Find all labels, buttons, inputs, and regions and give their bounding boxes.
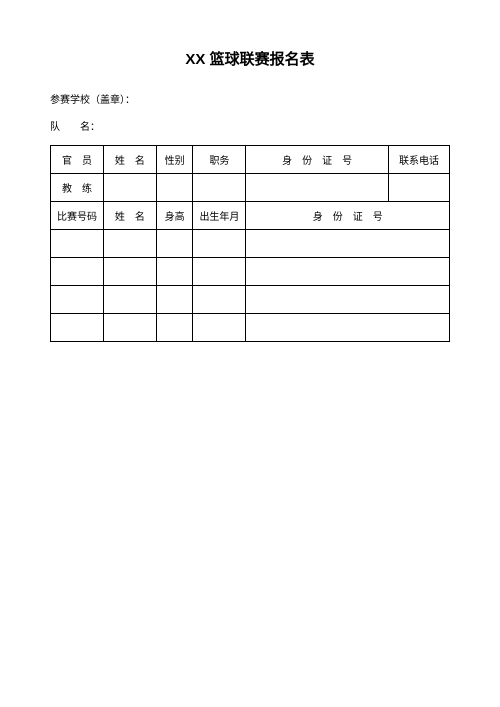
cell (51, 286, 104, 314)
cell (51, 314, 104, 342)
cell (246, 230, 450, 258)
table-row: 比赛号码 姓 名 身高 出生年月 身 份 证 号 (51, 202, 450, 230)
cell-height: 身高 (156, 202, 193, 230)
page-title: XX 篮球联赛报名表 (50, 48, 450, 69)
cell (103, 286, 156, 314)
cell-jersey: 比赛号码 (51, 202, 104, 230)
cell-name-h1: 姓 名 (103, 146, 156, 174)
cell (193, 174, 246, 202)
cell (103, 174, 156, 202)
cell (246, 286, 450, 314)
cell-official: 官 员 (51, 146, 104, 174)
cell-gender: 性别 (156, 146, 193, 174)
cell (156, 258, 193, 286)
cell (156, 230, 193, 258)
cell (388, 174, 449, 202)
cell-phone: 联系电话 (388, 146, 449, 174)
cell-id-h2: 身 份 证 号 (246, 202, 450, 230)
cell (246, 314, 450, 342)
cell (246, 258, 450, 286)
cell (193, 314, 246, 342)
cell-id-h1: 身 份 证 号 (246, 146, 389, 174)
cell (103, 314, 156, 342)
cell (193, 230, 246, 258)
table-row: 教 练 (51, 174, 450, 202)
school-field: 参赛学校（盖章）： (50, 91, 450, 106)
cell (103, 230, 156, 258)
table-row: 官 员 姓 名 性别 职务 身 份 证 号 联系电话 (51, 146, 450, 174)
team-field: 队 名： (50, 118, 450, 133)
table-row (51, 258, 450, 286)
cell (246, 174, 389, 202)
cell (193, 286, 246, 314)
page: XX 篮球联赛报名表 参赛学校（盖章）： 队 名： 官 员 姓 名 性别 职务 … (0, 0, 500, 342)
cell (103, 258, 156, 286)
cell (51, 230, 104, 258)
registration-table: 官 员 姓 名 性别 职务 身 份 证 号 联系电话 教 练 比赛号码 姓 名 … (50, 145, 450, 342)
cell (193, 258, 246, 286)
cell (156, 286, 193, 314)
table-row (51, 286, 450, 314)
cell (156, 174, 193, 202)
cell (156, 314, 193, 342)
cell (51, 258, 104, 286)
cell-name-h2: 姓 名 (103, 202, 156, 230)
table-row (51, 314, 450, 342)
cell-coach: 教 练 (51, 174, 104, 202)
table-row (51, 230, 450, 258)
cell-position: 职务 (193, 146, 246, 174)
cell-dob: 出生年月 (193, 202, 246, 230)
